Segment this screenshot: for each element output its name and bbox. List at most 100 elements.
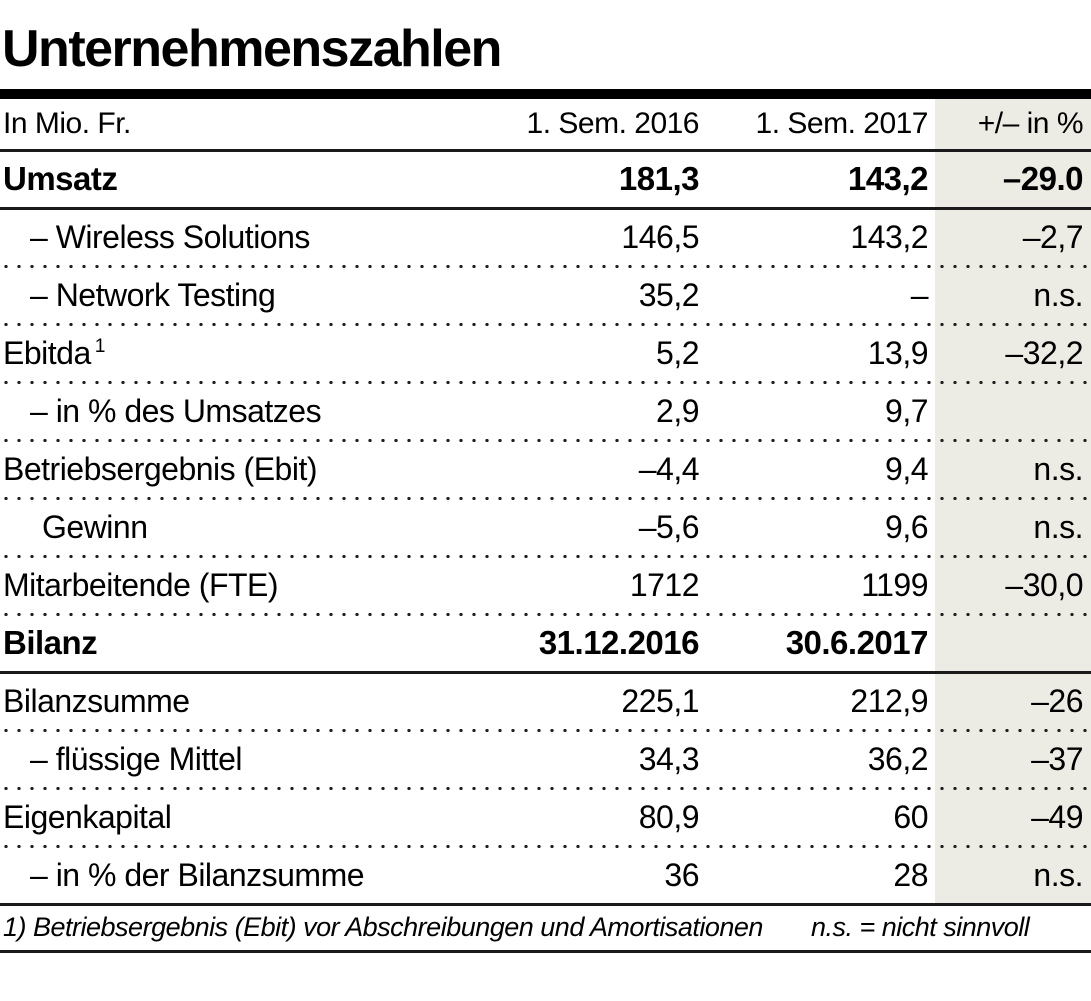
table-header-row: In Mio. Fr. 1. Sem. 2016 1. Sem. 2017 +/… [0, 99, 1091, 149]
row-separator-solid [0, 670, 1091, 674]
cell-sem-2016: 146,5 [621, 218, 699, 255]
cell-sem-2016: –4,4 [638, 450, 700, 487]
row-label-text: – Wireless Solutions [30, 218, 310, 255]
row-label: Bilanz [0, 624, 490, 662]
top-rule [0, 88, 1091, 99]
table-row: – in % der Bilanzsumme 36 28 n.s. [0, 848, 1091, 903]
footnote-definition: 1) Betriebsergebnis (Ebit) vor Abschreib… [3, 912, 763, 943]
cell-sem-2017: 9,6 [885, 508, 928, 545]
cell-sem-2016: 1712 [629, 566, 700, 603]
cell-sem-2016: 225,1 [621, 682, 699, 719]
row-label-text: Ebitda [3, 334, 91, 371]
cell-sem-2017: 36,2 [867, 740, 929, 777]
cell-pct-change: –32,2 [1005, 334, 1083, 371]
cell-sem-2016: 35,2 [638, 276, 700, 313]
row-separator-dotted [0, 438, 1091, 442]
company-figures-table-panel: Unternehmenszahlen In Mio. Fr. 1. Sem. 2… [0, 16, 1091, 953]
cell-pct-change: –26 [1031, 682, 1083, 719]
column-header-pct-change: +/– in % [977, 106, 1084, 140]
cell-pct-change: –30,0 [1005, 566, 1083, 603]
row-label-text: Betriebsergebnis (Ebit) [3, 450, 317, 487]
table-row: – flüssige Mittel 34,3 36,2 –37 [0, 732, 1091, 787]
column-header-sem-2016: 1. Sem. 2016 [526, 106, 700, 140]
row-label-text: Bilanz [3, 624, 98, 662]
row-separator-dotted [0, 728, 1091, 732]
row-label: – in % der Bilanzsumme [0, 857, 490, 894]
row-label-text: Umsatz [3, 160, 118, 198]
table-row: Umsatz 181,3 143,2 –29.0 [0, 152, 1091, 207]
cell-sem-2017: 212,9 [850, 682, 928, 719]
footnote-legend: n.s. = nicht sinnvoll [810, 912, 1030, 943]
cell-sem-2016: 5,2 [656, 334, 699, 371]
row-separator-solid [0, 902, 1091, 906]
cell-sem-2017: – [910, 276, 929, 313]
table-row: Ebitda 1 5,2 13,9 –32,2 [0, 326, 1091, 381]
cell-sem-2017: 13,9 [867, 334, 929, 371]
row-label: Mitarbeitende (FTE) [0, 567, 490, 604]
row-label: – flüssige Mittel [0, 741, 490, 778]
row-label-text: – Network Testing [30, 276, 276, 313]
cell-sem-2017: 1199 [861, 566, 928, 603]
page-title: Unternehmenszahlen [2, 20, 502, 78]
cell-sem-2017: 9,7 [885, 392, 928, 429]
column-header-sem-2017: 1. Sem. 2017 [755, 106, 929, 140]
table-row: Bilanz 31.12.2016 30.6.2017 [0, 616, 1091, 671]
row-separator-dotted [0, 786, 1091, 790]
row-label: – Network Testing [0, 277, 490, 314]
cell-sem-2017: 143,2 [847, 160, 929, 198]
row-label: Gewinn [0, 509, 490, 546]
footnote-marker: 1 [94, 335, 106, 357]
cell-pct-change: –37 [1031, 740, 1083, 777]
row-label-text: Eigenkapital [3, 798, 172, 835]
row-separator-dotted [0, 496, 1091, 500]
table-row: Mitarbeitende (FTE) 1712 1199 –30,0 [0, 558, 1091, 613]
cell-sem-2016: 181,3 [618, 160, 700, 198]
table-row: – Wireless Solutions 146,5 143,2 –2,7 [0, 210, 1091, 265]
cell-sem-2017: 143,2 [850, 218, 928, 255]
row-separator-dotted [0, 380, 1091, 384]
bottom-rule [0, 949, 1091, 953]
cell-sem-2016: 34,3 [638, 740, 700, 777]
row-label-text: – in % des Umsatzes [30, 392, 322, 429]
row-separator-dotted [0, 612, 1091, 616]
cell-pct-change: –29.0 [1002, 160, 1084, 198]
cell-pct-change: n.s. [1033, 856, 1083, 893]
cell-pct-change: n.s. [1033, 276, 1083, 313]
cell-pct-change: n.s. [1033, 508, 1083, 545]
header-separator [0, 148, 1091, 152]
table-row: – in % des Umsatzes 2,9 9,7 [0, 384, 1091, 439]
cell-sem-2017: 30.6.2017 [785, 624, 929, 662]
table-row: – Network Testing 35,2 – n.s. [0, 268, 1091, 323]
cell-pct-change: n.s. [1033, 450, 1083, 487]
row-separator-dotted [0, 554, 1091, 558]
row-label: Eigenkapital [0, 799, 490, 836]
table-row: Betriebsergebnis (Ebit) –4,4 9,4 n.s. [0, 442, 1091, 497]
row-separator-solid [0, 206, 1091, 210]
row-separator-dotted [0, 322, 1091, 326]
row-label: Umsatz [0, 160, 490, 198]
pct-column-band [935, 98, 1091, 906]
row-label: Ebitda 1 [0, 335, 490, 372]
cell-sem-2016: 31.12.2016 [538, 624, 700, 662]
financial-table: In Mio. Fr. 1. Sem. 2016 1. Sem. 2017 +/… [0, 98, 1091, 906]
cell-sem-2016: 80,9 [638, 798, 700, 835]
row-label-text: Mitarbeitende (FTE) [3, 566, 279, 603]
cell-sem-2016: 36 [664, 856, 699, 893]
row-label: – Wireless Solutions [0, 219, 490, 256]
cell-pct-change: –49 [1031, 798, 1083, 835]
cell-sem-2016: 2,9 [656, 392, 699, 429]
table-body: Umsatz 181,3 143,2 –29.0 – Wireless Solu… [0, 152, 1091, 906]
row-separator-dotted [0, 844, 1091, 848]
row-label-text: Bilanzsumme [3, 682, 190, 719]
table-row: Gewinn –5,6 9,6 n.s. [0, 500, 1091, 555]
column-header-unit: In Mio. Fr. [3, 106, 131, 140]
row-label: Betriebsergebnis (Ebit) [0, 451, 490, 488]
cell-sem-2017: 9,4 [885, 450, 928, 487]
table-row: Eigenkapital 80,9 60 –49 [0, 790, 1091, 845]
row-label-text: – in % der Bilanzsumme [30, 856, 365, 893]
row-label-text: – flüssige Mittel [30, 740, 243, 777]
row-label: Bilanzsumme [0, 683, 490, 720]
row-label: – in % des Umsatzes [0, 393, 490, 430]
cell-sem-2017: 28 [893, 856, 928, 893]
row-separator-dotted [0, 264, 1091, 268]
